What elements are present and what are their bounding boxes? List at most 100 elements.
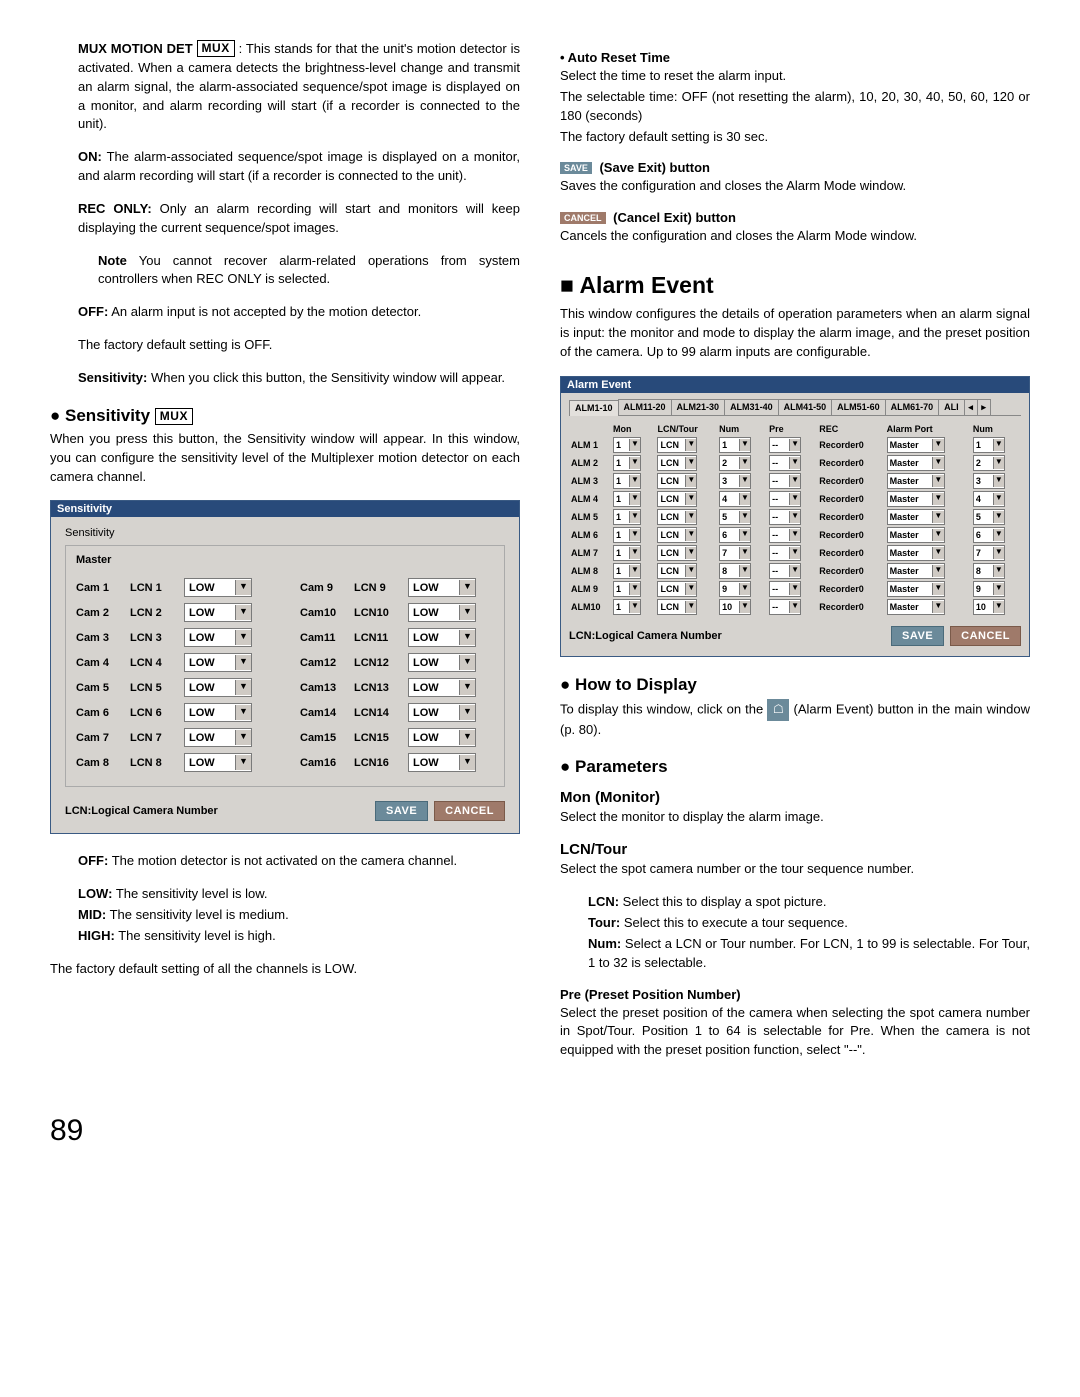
- alarm-tab[interactable]: ALI: [938, 399, 965, 415]
- ae-dropdown[interactable]: Master▼: [887, 563, 945, 579]
- alarm-tab[interactable]: ALM1-10: [569, 400, 619, 416]
- ae-dropdown[interactable]: 4▼: [973, 491, 1005, 507]
- ae-dropdown[interactable]: 8▼: [719, 563, 751, 579]
- ae-dropdown[interactable]: LCN▼: [657, 527, 697, 543]
- ae-dropdown[interactable]: --▼: [769, 599, 801, 615]
- ae-dropdown[interactable]: --▼: [769, 437, 801, 453]
- ae-header: Pre: [767, 422, 817, 436]
- ae-dropdown[interactable]: 2▼: [719, 455, 751, 471]
- ae-dropdown[interactable]: --▼: [769, 527, 801, 543]
- ae-cancel-button[interactable]: CANCEL: [950, 626, 1021, 646]
- ae-dropdown[interactable]: Master▼: [887, 581, 945, 597]
- chevron-down-icon: ▼: [685, 529, 696, 541]
- sensitivity-heading-text: Sensitivity: [65, 406, 150, 425]
- ae-dropdown[interactable]: 1▼: [613, 437, 641, 453]
- ae-dropdown[interactable]: 1▼: [613, 509, 641, 525]
- sensitivity-dropdown[interactable]: LOW▼: [184, 728, 252, 747]
- sensitivity-dropdown[interactable]: LOW▼: [408, 678, 476, 697]
- ae-dropdown[interactable]: Master▼: [887, 509, 945, 525]
- sensitivity-dropdown[interactable]: LOW▼: [184, 703, 252, 722]
- sensitivity-dropdown[interactable]: LOW▼: [184, 628, 252, 647]
- lcn-label: LCN10: [354, 607, 400, 619]
- ae-dropdown[interactable]: 5▼: [973, 509, 1005, 525]
- ae-dropdown[interactable]: 7▼: [719, 545, 751, 561]
- ae-dropdown[interactable]: 4▼: [719, 491, 751, 507]
- sensitivity-dropdown[interactable]: LOW▼: [408, 653, 476, 672]
- tab-scroll-right[interactable]: ▸: [977, 399, 991, 415]
- ae-dropdown[interactable]: LCN▼: [657, 563, 697, 579]
- ae-dropdown[interactable]: Master▼: [887, 545, 945, 561]
- ae-dropdown[interactable]: 6▼: [973, 527, 1005, 543]
- sensitivity-dropdown[interactable]: LOW▼: [184, 653, 252, 672]
- ae-dropdown[interactable]: Master▼: [887, 527, 945, 543]
- ae-dropdown[interactable]: 5▼: [719, 509, 751, 525]
- ae-dropdown[interactable]: 1▼: [613, 563, 641, 579]
- ae-dropdown[interactable]: 1▼: [973, 437, 1005, 453]
- ae-dropdown[interactable]: Master▼: [887, 473, 945, 489]
- sensitivity-dropdown[interactable]: LOW▼: [408, 603, 476, 622]
- ae-dropdown[interactable]: --▼: [769, 563, 801, 579]
- ae-dropdown[interactable]: LCN▼: [657, 599, 697, 615]
- ae-dropdown[interactable]: --▼: [769, 545, 801, 561]
- ae-dropdown[interactable]: 1▼: [719, 437, 751, 453]
- ae-dropdown[interactable]: LCN▼: [657, 491, 697, 507]
- ae-dropdown[interactable]: 10▼: [719, 599, 751, 615]
- tab-scroll-left[interactable]: ◂: [964, 399, 978, 415]
- ae-dropdown[interactable]: 8▼: [973, 563, 1005, 579]
- ae-dropdown[interactable]: 1▼: [613, 527, 641, 543]
- ae-dropdown[interactable]: LCN▼: [657, 509, 697, 525]
- ae-dropdown[interactable]: --▼: [769, 509, 801, 525]
- ae-dropdown[interactable]: 2▼: [973, 455, 1005, 471]
- ae-dropdown[interactable]: 1▼: [613, 599, 641, 615]
- chevron-down-icon: ▼: [235, 655, 251, 670]
- sensitivity-dropdown[interactable]: LOW▼: [184, 678, 252, 697]
- ae-save-button[interactable]: SAVE: [891, 626, 944, 646]
- ae-dropdown[interactable]: 6▼: [719, 527, 751, 543]
- alarm-tab[interactable]: ALM41-50: [778, 399, 833, 415]
- sensitivity-save-button[interactable]: SAVE: [375, 801, 428, 821]
- ae-dropdown[interactable]: 3▼: [719, 473, 751, 489]
- mon-heading: Mon (Monitor): [560, 789, 1030, 806]
- alarm-tab[interactable]: ALM31-40: [724, 399, 779, 415]
- ae-dropdown[interactable]: 1▼: [613, 473, 641, 489]
- alarm-tab[interactable]: ALM21-30: [671, 399, 726, 415]
- ae-dropdown[interactable]: 9▼: [973, 581, 1005, 597]
- sensitivity-dropdown[interactable]: LOW▼: [408, 753, 476, 772]
- sensitivity-dropdown[interactable]: LOW▼: [184, 753, 252, 772]
- sensitivity-dropdown[interactable]: LOW▼: [408, 728, 476, 747]
- sensitivity-dropdown[interactable]: LOW▼: [408, 628, 476, 647]
- ae-dropdown[interactable]: --▼: [769, 455, 801, 471]
- sensitivity-dropdown[interactable]: LOW▼: [184, 578, 252, 597]
- ae-dropdown[interactable]: 1▼: [613, 455, 641, 471]
- sensitivity-dropdown[interactable]: LOW▼: [184, 603, 252, 622]
- ae-dropdown[interactable]: --▼: [769, 473, 801, 489]
- ae-dropdown[interactable]: LCN▼: [657, 473, 697, 489]
- ae-dropdown[interactable]: Master▼: [887, 491, 945, 507]
- sensitivity-dropdown[interactable]: LOW▼: [408, 703, 476, 722]
- lcn-label: LCN 9: [354, 582, 400, 594]
- ae-dropdown[interactable]: Master▼: [887, 455, 945, 471]
- alarm-tab[interactable]: ALM51-60: [831, 399, 886, 415]
- ae-dropdown[interactable]: Master▼: [887, 437, 945, 453]
- chevron-down-icon: ▼: [932, 565, 944, 577]
- sensitivity-cancel-button[interactable]: CANCEL: [434, 801, 505, 821]
- chevron-down-icon: ▼: [235, 630, 251, 645]
- ae-dropdown[interactable]: 7▼: [973, 545, 1005, 561]
- ae-dropdown[interactable]: LCN▼: [657, 545, 697, 561]
- cam-label: Cam 3: [76, 632, 122, 644]
- ae-dropdown[interactable]: LCN▼: [657, 437, 697, 453]
- ae-dropdown[interactable]: 1▼: [613, 545, 641, 561]
- ae-dropdown[interactable]: --▼: [769, 491, 801, 507]
- alarm-tab[interactable]: ALM61-70: [885, 399, 940, 415]
- ae-dropdown[interactable]: LCN▼: [657, 581, 697, 597]
- ae-dropdown[interactable]: 1▼: [613, 581, 641, 597]
- ae-dropdown[interactable]: 1▼: [613, 491, 641, 507]
- ae-dropdown[interactable]: Master▼: [887, 599, 945, 615]
- ae-dropdown[interactable]: 9▼: [719, 581, 751, 597]
- ae-dropdown[interactable]: 3▼: [973, 473, 1005, 489]
- sensitivity-dropdown[interactable]: LOW▼: [408, 578, 476, 597]
- ae-dropdown[interactable]: LCN▼: [657, 455, 697, 471]
- ae-dropdown[interactable]: 10▼: [973, 599, 1005, 615]
- ae-dropdown[interactable]: --▼: [769, 581, 801, 597]
- alarm-tab[interactable]: ALM11-20: [618, 399, 672, 415]
